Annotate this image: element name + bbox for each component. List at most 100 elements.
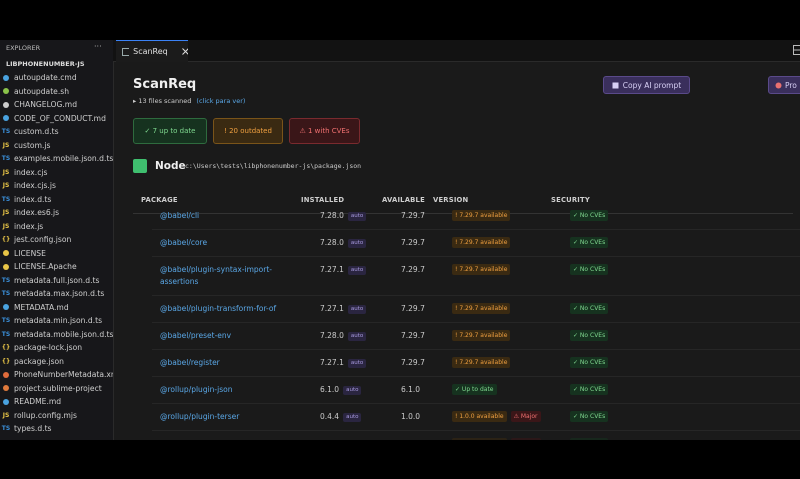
package-name[interactable]: @babel/plugin-transform-for-of <box>160 304 277 313</box>
version-cell: ✓ Up to date <box>452 377 570 403</box>
file-item[interactable]: CODE_OF_CONDUCT.md <box>0 112 113 125</box>
file-item[interactable]: CHANGELOG.md <box>0 98 113 111</box>
package-name[interactable]: @babel/cli <box>160 211 200 220</box>
file-item[interactable]: {} jest.config.json <box>0 233 113 246</box>
file-icon: TS <box>1 425 11 432</box>
editor-tab[interactable]: ScanReq <box>116 40 188 62</box>
package-name[interactable]: @babel/core <box>160 238 208 247</box>
installed-cell: 7.28.0 auto <box>320 230 401 256</box>
file-icon <box>3 371 9 378</box>
installed-cell: 7.27.1 auto <box>320 350 401 376</box>
file-item[interactable]: TS types.d.ts <box>0 422 113 435</box>
file-item[interactable]: METADATA.md <box>0 301 113 314</box>
file-item[interactable]: autoupdate.sh <box>0 85 113 98</box>
file-item[interactable]: TS custom.d.ts <box>0 125 113 138</box>
available-version: 7.29.7 <box>401 238 425 247</box>
file-item[interactable]: TS examples.mobile.json.d.ts <box>0 152 113 165</box>
file-item[interactable]: LICENSE <box>0 247 113 260</box>
file-name: metadata.full.json.d.ts <box>14 275 100 285</box>
file-item[interactable]: JS index.es6.js <box>0 206 113 219</box>
file-item[interactable]: JS index.cjs.js <box>0 179 113 192</box>
version-badge: ! 7.29.7 available <box>452 237 511 248</box>
installed-version: 0.4.4 <box>320 412 340 421</box>
file-item[interactable]: PhoneNumberMetadata.xml <box>0 368 113 381</box>
installed-version: 7.28.0 <box>320 331 344 340</box>
package-name[interactable]: babel-plugin-istanbul <box>160 438 239 440</box>
security-cell: ✓ No CVEs <box>570 377 690 403</box>
file-item[interactable]: README.md <box>0 395 113 408</box>
installed-cell: 7.28.0 auto <box>320 323 401 349</box>
files-scanned[interactable]: ▸ 13 files scanned (click para ver) <box>133 97 245 105</box>
pro-button[interactable]: Pro <box>768 76 800 94</box>
installed-cell: 0.4.4 auto <box>320 404 401 430</box>
available-cell: 6.1.0 <box>401 377 452 403</box>
scanreq-panel: ScanReq Copy AI prompt Pro ▸ 13 files sc… <box>114 62 800 440</box>
file-item[interactable]: project.sublime-project <box>0 382 113 395</box>
file-icon: TS <box>1 276 11 284</box>
version-badge: ! 7.29.7 available <box>452 303 511 314</box>
tab-bar <box>113 40 800 62</box>
file-name: index.d.ts <box>14 194 52 204</box>
available-version: 8.0.0 <box>401 438 420 440</box>
explorer-sidebar: EXPLORER ··· LIBPHONENUMBER-JS autoupdat… <box>0 40 114 440</box>
installed-version: 7.28.0 <box>320 211 344 220</box>
file-icon: JS <box>2 222 10 230</box>
file-item[interactable]: {} package.json <box>0 355 113 368</box>
file-icon: JS <box>2 141 10 149</box>
file-name: custom.js <box>14 140 51 150</box>
security-cell: ✓ No CVEs <box>570 257 690 295</box>
file-item[interactable]: JS index.js <box>0 220 113 233</box>
version-badge: ! 1.0.0 available <box>452 411 507 422</box>
copy-prompt-button[interactable]: Copy AI prompt <box>603 76 690 94</box>
auto-tag: auto <box>343 413 362 422</box>
split-icon[interactable] <box>793 45 800 55</box>
security-badge: ✓ No CVEs <box>570 303 609 314</box>
file-item[interactable]: LICENSE.Apache <box>0 260 113 273</box>
file-item[interactable]: TS index.d.ts <box>0 193 113 206</box>
file-icon: JS <box>2 168 10 176</box>
column-header: PACKAGE <box>141 196 178 204</box>
package-name[interactable]: @babel/plugin-syntax-import-assertions <box>160 265 272 286</box>
package-name[interactable]: @rollup/plugin-json <box>160 385 233 394</box>
package-name[interactable]: @babel/preset-env <box>160 331 232 340</box>
security-badge: ✓ No CVEs <box>570 357 609 368</box>
installed-cell: 7.27.1 auto <box>320 296 401 322</box>
package-name[interactable]: @rollup/plugin-terser <box>160 412 240 421</box>
package-cell: @babel/preset-env <box>152 323 290 349</box>
copy-prompt-label: Copy AI prompt <box>622 80 682 90</box>
file-item[interactable]: TS metadata.max.json.d.ts <box>0 287 113 300</box>
file-item[interactable]: TS metadata.min.json.d.ts <box>0 314 113 327</box>
file-item[interactable]: TS metadata.full.json.d.ts <box>0 274 113 287</box>
file-name: custom.d.ts <box>14 127 59 136</box>
file-icon <box>3 398 9 405</box>
package-name[interactable]: @babel/register <box>160 358 220 367</box>
file-name: index.js <box>14 221 44 231</box>
available-version: 7.29.7 <box>401 265 425 274</box>
file-item[interactable]: JS custom.js <box>0 139 113 152</box>
file-item[interactable]: {} package-lock.json <box>0 341 113 354</box>
version-cell: ! 7.29.7 available <box>452 203 570 229</box>
security-badge: ✓ No CVEs <box>570 210 609 221</box>
pro-label: Pro <box>785 80 797 90</box>
auto-tag: auto <box>347 212 367 221</box>
security-badge: ✓ No CVEs <box>570 330 609 341</box>
package-cell: @babel/plugin-syntax-import-assertions <box>152 257 290 295</box>
installed-cell: 7.27.1 auto <box>320 257 401 295</box>
files-link[interactable]: (click para ver) <box>196 97 246 105</box>
file-item[interactable]: JS rollup.config.mjs <box>0 409 113 422</box>
tab-close[interactable] <box>181 48 188 55</box>
available-version: 7.29.7 <box>401 304 425 313</box>
folder-name[interactable]: LIBPHONENUMBER-JS <box>6 60 85 68</box>
installed-cell: 6.1.0 auto <box>320 377 401 403</box>
package-cell: @babel/core <box>152 230 290 256</box>
auto-tag: auto <box>347 359 367 368</box>
explorer-actions[interactable]: ··· <box>94 42 102 51</box>
file-item[interactable]: autoupdate.cmd <box>0 71 113 84</box>
file-item[interactable]: TS metadata.mobile.json.d.ts <box>0 328 113 341</box>
security-badge: ✓ No CVEs <box>570 264 609 275</box>
file-icon: {} <box>1 344 11 351</box>
file-item[interactable]: JS index.cjs <box>0 166 113 179</box>
file-name: LICENSE.Apache <box>14 262 77 271</box>
file-name: rollup.config.mjs <box>14 410 77 420</box>
version-badge: ! 7.29.7 available <box>452 357 511 368</box>
